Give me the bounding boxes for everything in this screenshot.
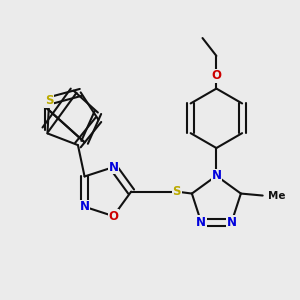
- Text: N: N: [80, 200, 90, 213]
- Text: N: N: [212, 169, 221, 182]
- Text: O: O: [212, 69, 221, 82]
- Text: Me: Me: [268, 190, 285, 200]
- Text: O: O: [108, 210, 118, 223]
- Text: N: N: [196, 216, 206, 229]
- Text: S: S: [45, 94, 53, 107]
- Text: N: N: [226, 216, 236, 229]
- Text: N: N: [108, 160, 118, 174]
- Text: S: S: [172, 185, 181, 198]
